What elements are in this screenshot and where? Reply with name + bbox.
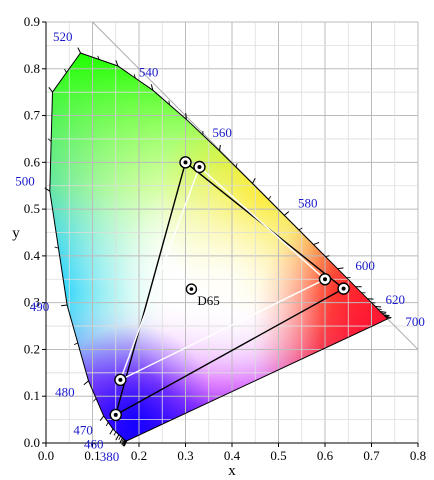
x-tick-label: 0.2 <box>131 448 147 463</box>
wavelength-label: 600 <box>355 258 375 273</box>
wavelength-minor-tick <box>118 436 121 441</box>
wavelength-minor-tick <box>54 246 59 249</box>
wavelength-tick <box>375 305 382 308</box>
y-axis-title: y <box>12 226 20 242</box>
wavelength-label: 460 <box>84 436 104 451</box>
wavelength-tick <box>383 314 390 317</box>
wavelength-minor-tick <box>235 163 238 168</box>
wavelength-tick <box>119 437 123 444</box>
wavelength-label: 540 <box>139 65 159 80</box>
wavelength-minor-tick <box>97 55 100 60</box>
gamut-primary-dot <box>323 277 327 282</box>
wavelength-ticks <box>44 47 392 447</box>
gamut-triangle-1 <box>119 165 327 382</box>
x-tick-label: 0.0 <box>38 448 54 463</box>
x-tick-label: 0.4 <box>224 448 241 463</box>
x-tick-label: 0.3 <box>177 448 193 463</box>
wavelength-tick <box>385 316 392 319</box>
x-tick-label: 0.6 <box>317 448 334 463</box>
wavelength-minor-tick <box>73 342 78 345</box>
wavelength-label: 500 <box>15 173 35 188</box>
axes: 0.0 0.1 0.2 0.3 0.4 0.5 0.6 0.7 0.8 0.0 0.1 0.2 0.3 0… <box>12 14 426 479</box>
wavelength-minor-tick <box>48 138 52 142</box>
wavelength-tick <box>115 434 120 441</box>
wavelength-label: 620 <box>386 292 406 307</box>
wavelength-minor-tick <box>64 68 67 73</box>
wavelength-minor-tick <box>168 100 170 105</box>
wavelength-tick <box>115 60 119 67</box>
gamut-primary-dot <box>118 377 123 382</box>
y-tick-label: 0.3 <box>24 295 40 310</box>
wavelength-tick <box>337 267 344 270</box>
wavelength-label: 560 <box>212 125 232 140</box>
wavelength-minor-tick <box>381 312 386 315</box>
wavelength-tick <box>252 177 256 184</box>
wavelength-minor-tick <box>133 74 136 79</box>
wavelength-tick <box>61 304 68 307</box>
wavelength-tick <box>83 380 89 386</box>
wavelength-label: 580 <box>298 196 318 211</box>
y-tick-label: 0.6 <box>24 154 41 169</box>
x-tick-label: 0.7 <box>363 448 380 463</box>
wavelength-tick <box>218 144 221 151</box>
gamut-primary-dot <box>113 412 118 417</box>
y-tick-label: 0.0 <box>24 435 40 450</box>
wavelength-tick <box>313 241 320 246</box>
wavelength-label: 700 <box>405 314 425 329</box>
wavelength-label: 470 <box>73 422 93 437</box>
wavelength-tick <box>77 47 81 54</box>
x-tick-label: 0.5 <box>270 448 286 463</box>
gamut-primary-dot <box>183 160 188 165</box>
wavelength-tick <box>109 428 114 435</box>
wavelength-tick <box>48 86 53 93</box>
wavelength-label: 380 <box>100 449 120 464</box>
wavelength-minor-tick <box>384 315 389 317</box>
gamut-triangles <box>109 156 350 422</box>
y-tick-label: 0.7 <box>24 108 41 123</box>
wavelength-tick <box>121 439 125 446</box>
wavelength-tick <box>380 311 387 313</box>
x-tick-label: 0.8 <box>410 448 426 463</box>
wavelength-tick <box>283 211 290 216</box>
wavelength-minor-tick <box>325 255 330 258</box>
wavelength-minor-tick <box>268 196 272 200</box>
y-tick-label: 0.9 <box>24 14 40 29</box>
y-tick-label: 0.1 <box>24 388 40 403</box>
x-tick-label: 0.1 <box>84 448 100 463</box>
white-point-marker: D65 <box>185 283 220 308</box>
wavelength-label: 490 <box>30 299 50 314</box>
wavelength-minor-tick <box>105 422 109 427</box>
wavelength-minor-tick <box>121 438 124 443</box>
gamut-primary-dot <box>341 286 346 291</box>
wavelength-minor-tick <box>386 317 391 319</box>
x-axis-title: x <box>228 463 236 479</box>
white-point-dot <box>189 287 194 291</box>
chromaticity-color-fill <box>49 53 388 441</box>
wavelength-minor-tick <box>298 227 303 231</box>
wavelength-minor-tick <box>93 398 97 402</box>
grid-lines <box>45 21 419 444</box>
gamut-primary-dot <box>197 165 202 170</box>
white-point-circle <box>185 283 198 295</box>
y-tick-label: 0.4 <box>24 248 41 263</box>
wavelength-minor-tick <box>113 431 117 436</box>
wavelength-tick <box>99 415 105 422</box>
y-tick-label: 0.8 <box>24 61 40 76</box>
y-tick-label: 0.2 <box>24 341 40 356</box>
white-point-label: D65 <box>197 293 219 308</box>
wavelength-label: 520 <box>53 29 73 44</box>
wavelength-tick <box>150 84 154 91</box>
wavelength-label: 480 <box>55 384 75 399</box>
y-tick-label: 0.5 <box>24 201 40 216</box>
